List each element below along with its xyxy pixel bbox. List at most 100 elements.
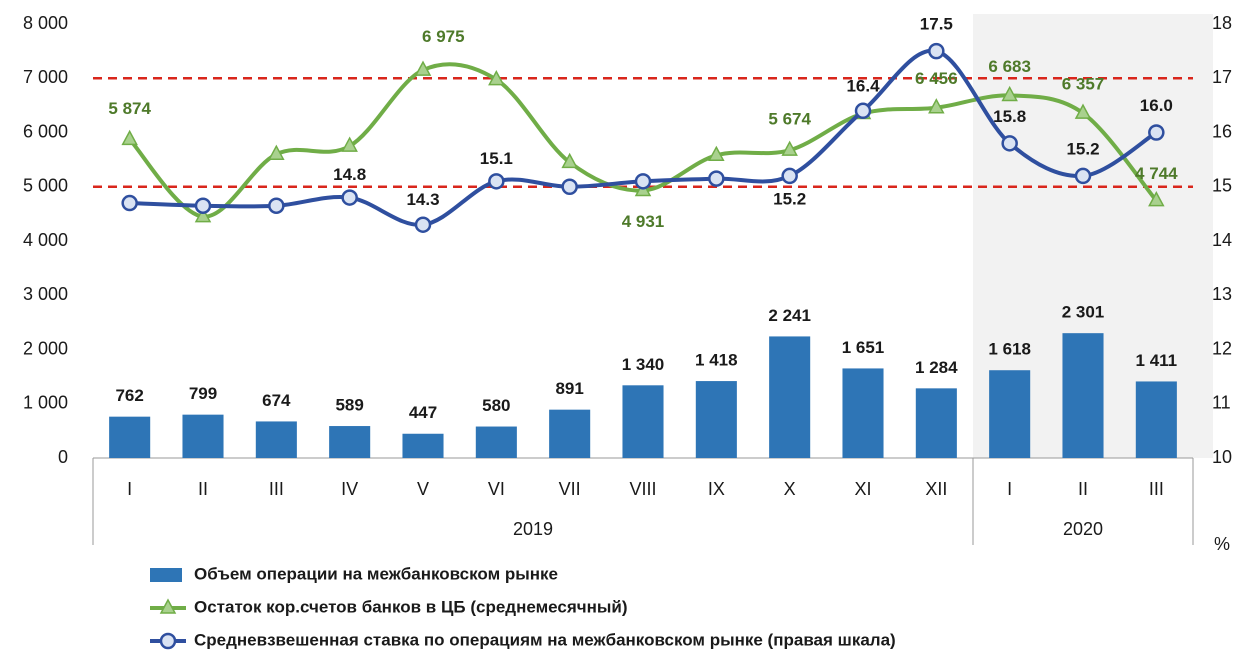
marker [634, 173, 652, 190]
legend-label: Средневзвешенная ставка по операциям на … [194, 630, 896, 649]
bar [109, 416, 151, 458]
point-label: 15.1 [480, 149, 513, 168]
bar-label: 1 411 [1136, 351, 1178, 370]
point-label: 15.2 [773, 189, 806, 208]
y2-tick-label: 14 [1212, 230, 1232, 250]
marker [1001, 85, 1018, 102]
y2-unit: % [1214, 534, 1230, 554]
bar [695, 381, 737, 458]
bar [1135, 381, 1177, 458]
marker [341, 136, 358, 152]
group-label: 2020 [1063, 519, 1103, 539]
marker [1074, 167, 1092, 185]
marker [1074, 103, 1092, 119]
point-label: 15.2 [1066, 139, 1099, 158]
legend-label: Остаток кор.счетов банков в ЦБ (среднеме… [194, 597, 628, 616]
point-label: 15.8 [993, 107, 1026, 126]
point-label: 16.0 [1140, 96, 1173, 115]
x-tick-label: II [198, 479, 208, 499]
marker [121, 129, 138, 146]
y2-tick-label: 17 [1212, 67, 1232, 87]
bar-label: 1 418 [695, 351, 738, 370]
marker [781, 167, 798, 185]
y2-tick-label: 18 [1212, 13, 1232, 33]
bar [255, 421, 297, 458]
y-tick-label: 8 000 [23, 13, 68, 33]
y-tick-label: 5 000 [23, 176, 68, 196]
group-label: 2019 [513, 519, 553, 539]
x-tick-label: VIII [629, 479, 656, 499]
legend-swatch [150, 568, 182, 582]
y-tick-label: 6 000 [23, 121, 68, 141]
marker [708, 170, 725, 187]
legend-marker [159, 598, 177, 614]
x-tick-label: IV [341, 479, 358, 499]
bar-label: 589 [335, 396, 363, 415]
point-label: 5 874 [108, 99, 151, 118]
y-tick-label: 0 [58, 447, 68, 467]
marker [854, 102, 872, 120]
marker [1148, 191, 1165, 207]
bar-label: 447 [409, 403, 437, 422]
point-label: 17.5 [920, 15, 953, 34]
point-label: 16.4 [846, 76, 880, 95]
bar [1062, 333, 1104, 458]
marker [928, 98, 945, 114]
bar-label: 2 301 [1062, 303, 1105, 322]
marker [414, 216, 432, 233]
point-label: 14.3 [406, 190, 439, 209]
bar [475, 426, 517, 458]
bar-label: 580 [482, 396, 510, 415]
x-tick-label: VI [488, 479, 505, 499]
x-tick-label: III [269, 479, 284, 499]
marker [194, 207, 212, 223]
bar [769, 336, 811, 458]
point-label: 4 744 [1135, 164, 1178, 183]
legend-marker [159, 632, 177, 650]
x-tick-label: VII [559, 479, 581, 499]
line [129, 48, 1158, 227]
bar [549, 409, 591, 458]
y-tick-label: 1 000 [23, 393, 68, 413]
marker [781, 140, 798, 156]
y-tick-label: 3 000 [23, 284, 68, 304]
bar [622, 385, 664, 458]
bar [182, 414, 224, 458]
bar-label: 762 [115, 386, 143, 405]
bar [402, 433, 444, 458]
y2-tick-label: 16 [1212, 121, 1232, 141]
y2-tick-label: 13 [1212, 284, 1232, 304]
marker [488, 173, 505, 190]
marker [341, 189, 358, 206]
bar-label: 1 284 [915, 358, 958, 377]
y2-tick-label: 12 [1212, 338, 1232, 358]
x-tick-label: I [127, 479, 132, 499]
marker [414, 60, 432, 76]
marker [1001, 135, 1018, 152]
point-label: 5 674 [768, 110, 811, 129]
x-tick-label: XI [854, 479, 871, 499]
y-tick-label: 4 000 [23, 230, 68, 250]
marker [928, 42, 945, 60]
marker [561, 178, 578, 195]
bar [329, 426, 371, 458]
bar-label: 799 [189, 384, 217, 403]
marker [194, 197, 212, 214]
y2-tick-label: 10 [1212, 447, 1232, 467]
bar-label: 1 618 [988, 340, 1031, 359]
bar-label: 2 241 [768, 306, 811, 325]
bar [989, 370, 1031, 458]
bar-label: 1 340 [622, 355, 665, 374]
point-label: 6 683 [988, 57, 1031, 76]
y-tick-label: 7 000 [23, 67, 68, 87]
marker [268, 144, 285, 160]
point-label: 6 357 [1062, 75, 1105, 94]
x-tick-label: X [784, 479, 796, 499]
point-label: 4 931 [622, 212, 665, 231]
x-tick-label: IX [708, 479, 725, 499]
bar [842, 368, 884, 458]
bar-label: 891 [555, 379, 583, 398]
point-label: 6 456 [915, 69, 958, 88]
legend-label: Объем операции на межбанковском рынке [194, 564, 558, 583]
